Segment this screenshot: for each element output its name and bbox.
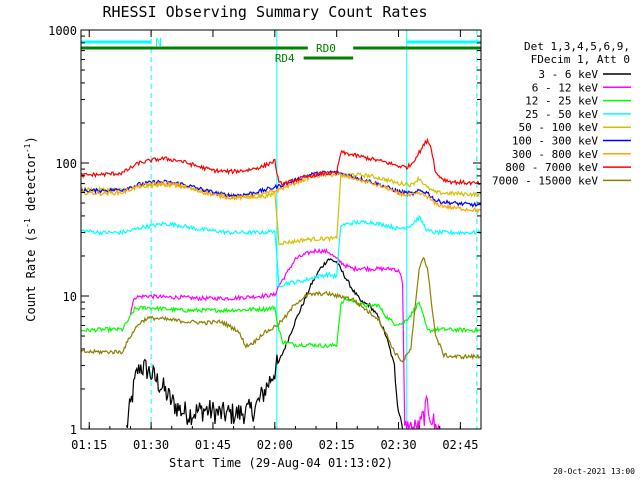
legend-label-1: 6 - 12 keV xyxy=(532,81,599,94)
series-line-6 xyxy=(81,171,481,214)
x-tick-label-3: 02:00 xyxy=(257,438,293,452)
legend-label-6: 300 - 800 keV xyxy=(512,148,598,161)
series-line-3 xyxy=(81,214,481,288)
series-line-7 xyxy=(81,137,481,187)
y-tick-label-1: 10 xyxy=(63,290,77,304)
series-line-0 xyxy=(125,258,404,429)
vertical-marker-lines xyxy=(81,30,478,429)
series-line-5 xyxy=(81,170,481,208)
series-line-1 xyxy=(129,247,441,429)
flag-bars: N RD0 RD4 xyxy=(81,36,481,65)
x-axis-ticks: 01:15 01:30 01:45 02:00 02:15 02:30 02:45 xyxy=(71,30,482,452)
legend-label-4: 50 - 100 keV xyxy=(519,121,599,134)
y-tick-label-2: 100 xyxy=(55,157,77,171)
flag-label-0: N xyxy=(155,36,162,49)
legend-label-8: 7000 - 15000 keV xyxy=(492,174,598,187)
y-axis-label-mid: detector xyxy=(24,153,38,218)
y-axis-label-end: ) xyxy=(24,136,38,143)
flag-label-2: RD4 xyxy=(275,52,295,65)
chart-title: RHESSI Observing Summary Count Rates xyxy=(102,3,427,21)
x-tick-label-5: 02:30 xyxy=(380,438,416,452)
x-axis-label: Start Time (29-Aug-04 01:13:02) xyxy=(169,456,393,470)
legend-header-1: Det 1,3,4,5,6,9, xyxy=(524,40,630,53)
legend-header-2: FDecim 1, Att 0 xyxy=(531,53,630,66)
legend-label-0: 3 - 6 keV xyxy=(538,68,598,81)
legend: Det 1,3,4,5,6,9, FDecim 1, Att 0 3 - 6 k… xyxy=(492,40,631,187)
x-tick-label-2: 01:45 xyxy=(195,438,231,452)
series-lines xyxy=(81,137,481,429)
legend-label-7: 800 - 7000 keV xyxy=(505,161,598,174)
x-tick-label-4: 02:15 xyxy=(319,438,355,452)
y-axis-label: Count Rate (s-1 detector-1) xyxy=(23,136,38,321)
series-line-8 xyxy=(81,256,481,363)
y-axis-label-sup2: -1 xyxy=(23,143,32,153)
footer-timestamp: 20-Oct-2021 13:00 xyxy=(553,467,635,476)
x-tick-label-6: 02:45 xyxy=(442,438,478,452)
x-tick-label-0: 01:15 xyxy=(71,438,107,452)
series-line-4 xyxy=(81,172,481,246)
y-axis-ticks: 1 10 100 1000 xyxy=(48,24,481,437)
legend-label-3: 25 - 50 keV xyxy=(525,108,598,121)
y-tick-label-0: 1 xyxy=(70,423,77,437)
y-axis-label-main: Count Rate (s xyxy=(24,228,38,322)
plot-area: N RD0 RD4 xyxy=(80,29,482,430)
plot-frame xyxy=(80,29,482,430)
legend-label-2: 12 - 25 keV xyxy=(525,95,598,108)
x-tick-label-1: 01:30 xyxy=(133,438,169,452)
legend-label-5: 100 - 300 keV xyxy=(512,135,598,148)
flag-label-1: RD0 xyxy=(316,42,336,55)
y-axis-label-sup1: -1 xyxy=(23,218,32,228)
y-tick-label-3: 1000 xyxy=(48,24,77,38)
